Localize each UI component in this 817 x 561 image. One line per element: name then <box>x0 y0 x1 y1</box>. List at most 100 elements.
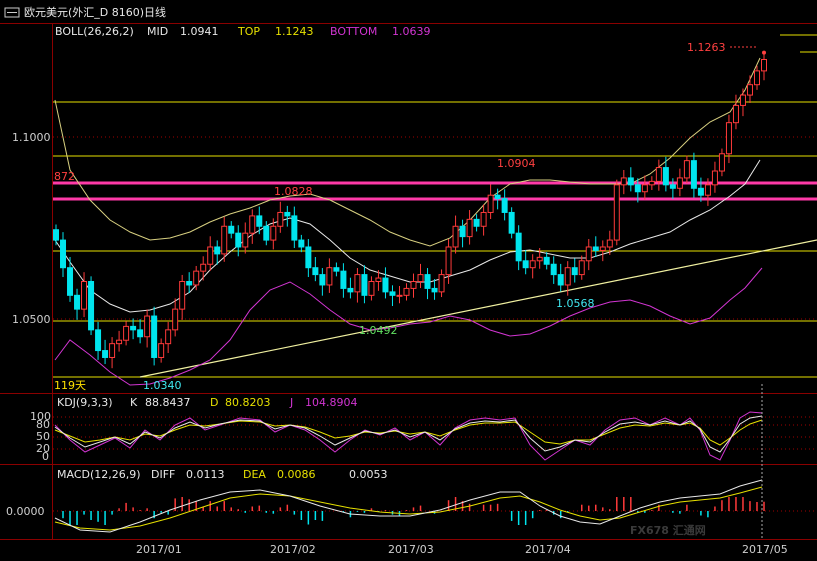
candle-body <box>417 274 424 283</box>
candle-body <box>151 315 158 358</box>
candle-body <box>620 177 627 186</box>
candle-body <box>648 180 655 186</box>
kdj-k-value: 88.8437 <box>145 396 191 409</box>
candle-body <box>277 211 284 227</box>
candle-body <box>347 287 354 293</box>
candle-body <box>396 294 403 297</box>
candle-body <box>137 329 144 338</box>
kdj-d-label: D <box>210 396 218 409</box>
y-tick-label: 1.0500 <box>12 313 51 326</box>
kdj-j-value: 104.8904 <box>305 396 358 409</box>
candle-body <box>606 239 613 248</box>
candle-body <box>761 58 767 72</box>
candle-body <box>144 315 151 338</box>
macd-diff-value: 0.0113 <box>186 468 225 481</box>
boll-bottom-label: BOTTOM <box>330 25 377 38</box>
title-bar <box>0 0 817 24</box>
candle-body <box>480 211 487 227</box>
candle-body <box>186 281 193 286</box>
candle-body <box>179 281 186 310</box>
kdj-k-label: K <box>130 396 138 409</box>
candle-body <box>81 281 88 310</box>
kdj-label: KDJ(9,3,3) <box>57 396 113 409</box>
candle-body <box>697 187 704 196</box>
kdj-legend: KDJ(9,3,3) K 88.8437 D 80.8203 J 104.890… <box>57 396 358 409</box>
boll-top-line <box>54 57 761 247</box>
watermark: FX678 汇通网 <box>630 524 706 537</box>
candle-body <box>536 256 543 262</box>
candle-body <box>438 274 445 293</box>
candle-body <box>403 287 410 296</box>
candle-body <box>368 281 375 296</box>
candle-body <box>501 198 508 213</box>
candle-body <box>298 239 305 248</box>
candle-body <box>109 343 116 358</box>
candle-body <box>669 184 676 189</box>
candle-body <box>683 160 690 179</box>
window-menu-icon[interactable] <box>4 7 20 18</box>
candle-body <box>116 339 123 345</box>
macd-histogram <box>62 497 765 525</box>
candle-body <box>711 170 718 186</box>
candle-body <box>130 325 137 331</box>
boll-mid-label: MID <box>147 25 168 38</box>
x-tick-label: 2017/01 <box>136 543 182 556</box>
candle-body <box>249 215 256 234</box>
candle-body <box>459 225 466 238</box>
candle-body <box>158 343 165 358</box>
candle-body <box>494 194 501 200</box>
candle-body <box>543 256 550 265</box>
boll-bottom-value: 1.0639 <box>392 25 431 38</box>
x-tick-label: 2017/03 <box>388 543 434 556</box>
candle-body <box>529 260 536 269</box>
window-title: 欧元美元(外汇_D 8160)日线 <box>24 5 166 19</box>
candle-body <box>340 270 347 289</box>
macd-dea-value: 0.0086 <box>277 468 316 481</box>
candle-body <box>312 267 319 276</box>
x-tick-label: 2017/02 <box>270 543 316 556</box>
kdj-k-line <box>54 415 763 453</box>
macd-diff-line <box>54 479 763 533</box>
candle-body <box>53 229 59 241</box>
candle-body <box>123 325 130 341</box>
boll-label: BOLL(26,26,2) <box>55 25 134 38</box>
candle-body <box>655 167 662 182</box>
candle-body <box>88 281 95 331</box>
boll-mid-value: 1.0941 <box>180 25 219 38</box>
candle-body <box>627 177 634 186</box>
kdj-j-label: J <box>289 396 293 409</box>
trough-annotation: 1.0492 <box>359 324 398 337</box>
days-label: 119天 <box>54 379 86 392</box>
candle-body <box>431 287 438 293</box>
trough-annotation: 1.0568 <box>556 297 595 310</box>
candle-body <box>466 218 473 238</box>
candle-body <box>564 267 571 286</box>
high-marker <box>762 50 766 55</box>
x-tick-label: 2017/05 <box>742 543 788 556</box>
kdj-tick: 0 <box>42 450 49 463</box>
candle-body <box>732 104 739 124</box>
candle-body <box>228 225 235 234</box>
candle-body <box>375 277 382 283</box>
candle-body <box>424 274 431 289</box>
candle-body <box>578 260 585 276</box>
y-tick-label: 1.1000 <box>12 131 51 144</box>
candle-body <box>445 246 452 276</box>
candle-body <box>221 225 228 255</box>
candle-body <box>256 215 263 227</box>
candle-body <box>263 225 270 241</box>
candle-body <box>333 267 340 272</box>
kdj-tick: 50 <box>36 430 50 443</box>
candle-body <box>599 246 606 251</box>
candle-body <box>165 329 172 345</box>
macd-legend: MACD(12,26,9) DIFF 0.0113 DEA 0.0086 0.0… <box>57 468 388 481</box>
candle-body <box>739 94 746 106</box>
candle-body <box>753 70 760 86</box>
candle-body <box>326 267 333 286</box>
candle-body <box>557 274 564 286</box>
boll-mid-line <box>54 159 761 313</box>
candle-body <box>522 260 529 269</box>
candle-body <box>291 215 298 241</box>
candle-body <box>67 267 74 296</box>
